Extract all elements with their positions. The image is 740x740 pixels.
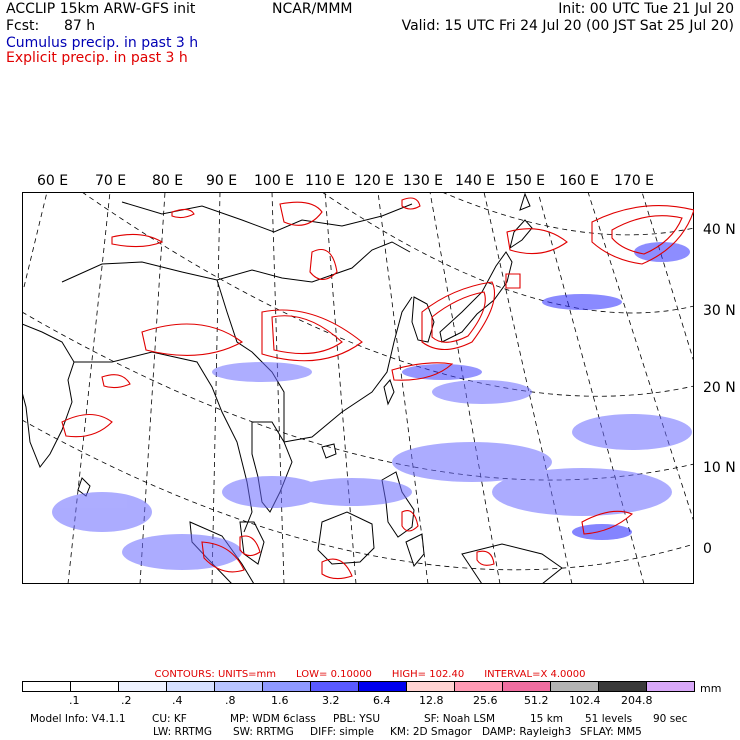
legend-swatch-5 [262,681,311,692]
legend-label-7: 12.8 [419,694,444,707]
lon-label-100e: 100 E [254,173,295,189]
forecast-label: Fcst: [6,18,40,34]
lat-label-40n: 40 N [703,222,736,238]
legend-swatch-7 [358,681,407,692]
lon-label-120e: 120 E [354,173,395,189]
contour-interval: INTERVAL=X 4.0000 [484,669,586,680]
lon-label-160e: 160 E [559,173,600,189]
legend-label-11: 204.8 [621,694,653,707]
legend-label-6: 6.4 [373,694,391,707]
legend-label-1: .2 [121,694,132,707]
model-info-timestep: 90 sec [653,713,688,725]
contour-low: LOW= 0.10000 [296,669,372,680]
legend-unit: mm [700,682,722,695]
model-info-lw: LW: RRTMG [153,726,212,738]
legend-swatch-0 [22,681,71,692]
model-info-cu: CU: KF [152,713,187,725]
cumulus-precip-label: Cumulus precip. in past 3 h [6,35,199,51]
model-info-diff: DIFF: simple [310,726,374,738]
lon-label-170e: 170 E [614,173,655,189]
contour-high: HIGH= 102.40 [391,669,465,680]
lon-label-90e: 90 E [206,173,238,189]
lon-label-130e: 130 E [403,173,444,189]
cumulus-precip-areas [52,242,692,570]
model-info-version: Model Info: V4.1.1 [30,713,126,725]
legend-label-2: .4 [172,694,183,707]
model-info-levels: 51 levels [585,713,633,725]
model-info-damp: DAMP: Rayleigh3 [482,726,572,738]
legend-swatch-4 [214,681,263,692]
model-info-km: KM: 2D Smagor [390,726,472,738]
init-time: Init: 00 UTC Tue 21 Jul 20 [558,1,734,17]
legend-label-4: 1.6 [271,694,289,707]
legend-swatch-10 [502,681,551,692]
legend-swatch-3 [166,681,215,692]
lon-label-110e: 110 E [305,173,346,189]
model-info-pbl: PBL: YSU [333,713,381,725]
contour-units: CONTOURS: UNITS=mm [154,669,277,680]
legend-swatch-8 [406,681,455,692]
legend-label-0: .1 [69,694,80,707]
lat-label-10n: 10 N [703,460,736,476]
legend-swatch-13 [646,681,695,692]
model-info-mp: MP: WDM 6class [230,713,316,725]
legend-swatch-12 [598,681,647,692]
model-title: ACCLIP 15km ARW-GFS init [6,1,196,17]
lat-label-0: 0 [703,541,712,557]
lon-label-70e: 70 E [95,173,127,189]
lat-label-30n: 30 N [703,303,736,319]
legend-label-8: 25.6 [473,694,498,707]
lon-label-140e: 140 E [455,173,496,189]
model-info-sw: SW: RRTMG [233,726,294,738]
lon-label-150e: 150 E [505,173,546,189]
explicit-precip-label: Explicit precip. in past 3 h [6,50,188,66]
legend-swatch-6 [310,681,359,692]
organization: NCAR/MMM [272,1,353,17]
valid-time: Valid: 15 UTC Fri 24 Jul 20 (00 JST Sat … [401,18,734,34]
legend-swatch-11 [550,681,599,692]
legend-swatch-2 [118,681,167,692]
model-info-resolution: 15 km [530,713,564,725]
lat-label-20n: 20 N [703,380,736,396]
lon-label-80e: 80 E [152,173,184,189]
lon-label-60e: 60 E [37,173,69,189]
legend-label-3: .8 [225,694,236,707]
legend-swatch-9 [454,681,503,692]
legend-label-5: 3.2 [322,694,340,707]
legend-label-10: 102.4 [569,694,601,707]
model-info-sf: SF: Noah LSM [424,713,496,725]
precipitation-map [22,192,694,584]
contour-info: CONTOURS: UNITS=mm LOW= 0.10000 HIGH= 102.… [0,669,740,680]
legend-swatch-1 [70,681,119,692]
legend-label-9: 51.2 [524,694,549,707]
forecast-hours: 87 h [64,18,96,34]
explicit-precip-contours [61,197,694,580]
model-info-sflay: SFLAY: MM5 [580,726,642,738]
